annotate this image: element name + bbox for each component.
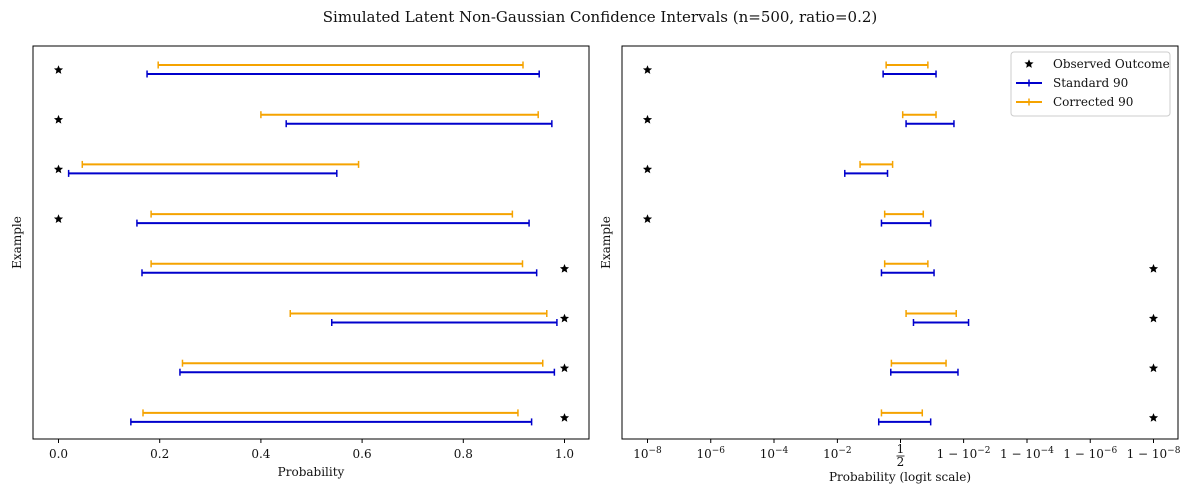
panel-1: 0.0 0.2 0.4 0.6 0.8 1.0 Probability Example bbox=[10, 45, 590, 479]
observed-star bbox=[1148, 363, 1159, 373]
example-5 bbox=[880, 260, 1159, 277]
x-tick-label: 0.2 bbox=[150, 447, 169, 461]
legend-frame bbox=[1010, 51, 1171, 117]
panel-2: 10−8 10−6 10−4 10−2 12 1 − 10−2 1 − 10−4 1 − 10… bbox=[599, 45, 1181, 484]
observed-star bbox=[1148, 413, 1159, 422]
y-axis-label: Example bbox=[10, 216, 24, 269]
example-3 bbox=[642, 160, 894, 177]
example-6 bbox=[905, 310, 1159, 326]
x-tick-label-half: 12 bbox=[896, 442, 905, 469]
example-4 bbox=[53, 210, 530, 227]
example-8 bbox=[877, 409, 1159, 426]
x-tick-label: 0.8 bbox=[454, 447, 473, 461]
legend-label-corrected: Corrected 90 bbox=[1053, 95, 1133, 109]
y-axis-label: Example bbox=[599, 216, 613, 269]
example-2 bbox=[53, 111, 553, 128]
x-tick-label: 1 − 10−6 bbox=[1063, 446, 1117, 461]
observed-star bbox=[642, 65, 653, 74]
x-tick-label-den: 2 bbox=[897, 455, 905, 469]
x-tick-label: 1 − 10−4 bbox=[1000, 446, 1054, 461]
legend-label-star: Observed Outcome bbox=[1053, 57, 1170, 71]
example-5 bbox=[141, 260, 570, 277]
legend: Observed Outcome Standard 90 Corrected 90 bbox=[1010, 51, 1171, 117]
x-tick-label: 10−4 bbox=[760, 446, 789, 461]
x-tick-label: 1.0 bbox=[555, 447, 574, 461]
observed-star bbox=[53, 65, 64, 74]
observed-star bbox=[53, 164, 64, 174]
observed-star bbox=[53, 214, 64, 223]
observed-star bbox=[1148, 313, 1159, 323]
legend-label-standard: Standard 90 bbox=[1053, 76, 1128, 90]
example-1 bbox=[642, 61, 937, 78]
x-tick-label: 0.6 bbox=[353, 447, 372, 461]
observed-star bbox=[559, 363, 570, 373]
figure-title: Simulated Latent Non-Gaussian Confidence… bbox=[322, 8, 878, 26]
x-axis-label: Probability bbox=[278, 465, 345, 479]
example-7 bbox=[179, 359, 570, 376]
example-2 bbox=[642, 111, 955, 128]
x-tick-label-num: 1 bbox=[897, 442, 905, 456]
observed-star bbox=[559, 313, 570, 323]
example-8 bbox=[130, 409, 570, 426]
observed-star bbox=[642, 214, 653, 223]
legend-star-icon bbox=[1024, 59, 1034, 68]
observed-star bbox=[53, 114, 64, 124]
example-7 bbox=[890, 359, 1159, 376]
example-1 bbox=[53, 61, 540, 78]
observed-star bbox=[1148, 264, 1159, 273]
example-4 bbox=[642, 210, 932, 227]
example-3 bbox=[53, 160, 360, 177]
observed-star bbox=[559, 264, 570, 273]
axes-frame bbox=[32, 45, 590, 440]
observed-star bbox=[642, 114, 653, 124]
observed-star bbox=[559, 413, 570, 422]
x-tick-label: 1 − 10−8 bbox=[1127, 446, 1181, 461]
x-tick-label: 1 − 10−2 bbox=[937, 446, 991, 461]
example-6 bbox=[289, 310, 570, 326]
x-axis-label: Probability (logit scale) bbox=[829, 470, 971, 484]
observed-star bbox=[642, 164, 653, 174]
x-tick-label: 0.0 bbox=[49, 447, 68, 461]
x-tick-label: 10−8 bbox=[633, 446, 662, 461]
x-tick-label: 10−2 bbox=[823, 446, 852, 461]
x-tick-label: 0.4 bbox=[251, 447, 270, 461]
x-tick-label: 10−6 bbox=[696, 446, 725, 461]
